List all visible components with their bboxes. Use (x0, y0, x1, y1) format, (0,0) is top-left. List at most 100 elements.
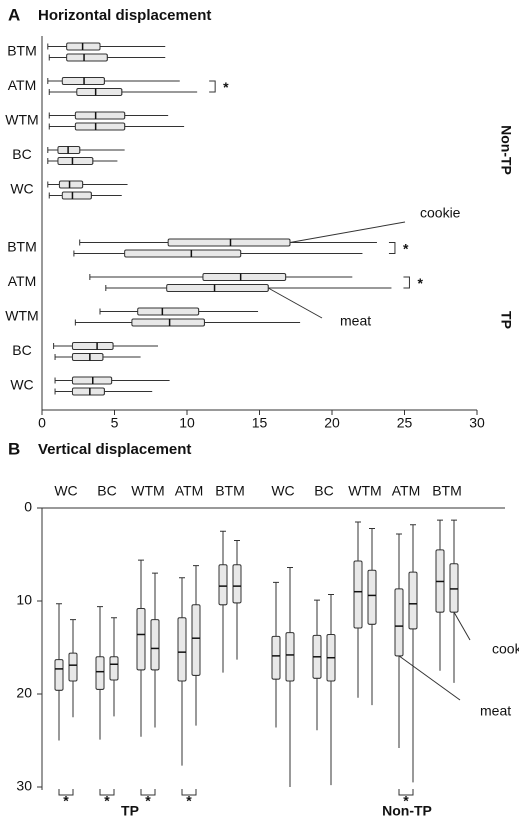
whisker-high (106, 54, 166, 61)
whisker-low (410, 524, 416, 573)
x-tick-label: 20 (324, 415, 340, 431)
group-label: TP (498, 311, 514, 329)
category-label: WC (10, 377, 33, 393)
whisker-high (121, 89, 198, 95)
whisker-high (328, 680, 334, 786)
box (449, 563, 459, 613)
category-label: WTM (5, 308, 38, 324)
box (57, 157, 94, 165)
sig-star: * (145, 793, 151, 809)
whisker-low (451, 519, 457, 564)
whisker-low (47, 147, 58, 153)
whisker-low (152, 572, 158, 620)
box (58, 180, 84, 189)
sig-bracket (58, 789, 74, 796)
whisker-high (111, 679, 117, 717)
category-label: WC (54, 483, 77, 499)
sig-star: * (104, 793, 110, 809)
y-tick-label: 30 (16, 778, 32, 794)
whisker-high (267, 285, 392, 291)
whisker-high (92, 158, 118, 164)
x-tick-label: 10 (179, 415, 195, 431)
sig-star: * (403, 241, 409, 257)
whisker-high (138, 669, 144, 737)
whisker-low (73, 250, 125, 257)
group-label: Non-TP (498, 125, 514, 175)
whisker-low (56, 603, 62, 660)
whisker-low (105, 285, 167, 291)
category-label: WTM (348, 483, 381, 499)
whisker-high (124, 123, 185, 130)
category-label: BTM (7, 239, 37, 255)
whisker-low (48, 112, 76, 119)
whisker-high (220, 604, 226, 673)
category-label: ATM (8, 273, 37, 289)
category-label: BC (12, 342, 31, 358)
box (150, 619, 160, 671)
whisker-low (138, 559, 144, 609)
whisker-low (70, 619, 76, 654)
whisker-high (82, 181, 128, 188)
whisker-low (220, 530, 226, 565)
sig-bracket (209, 80, 216, 93)
category-label: WTM (131, 483, 164, 499)
whisker-high (102, 354, 141, 360)
box (136, 607, 146, 671)
x-tick-label: 30 (469, 415, 485, 431)
whisker-low (54, 354, 73, 360)
y-tick-label: 10 (16, 592, 32, 608)
category-label: BC (97, 483, 116, 499)
box (271, 635, 281, 680)
whisker-low (54, 377, 73, 384)
whisker-high (111, 377, 170, 384)
x-tick-label: 25 (397, 415, 413, 431)
box (167, 238, 291, 247)
whisker-high (90, 192, 122, 199)
whisker-low (47, 78, 63, 84)
box (68, 652, 78, 682)
whisker-low (437, 519, 443, 550)
whisker-high (103, 388, 153, 395)
category-label: BC (314, 483, 333, 499)
whisker-high (355, 627, 361, 698)
x-tick-label: 15 (252, 415, 268, 431)
whisker-low (355, 521, 361, 562)
whisker-high (273, 678, 279, 728)
box (124, 249, 242, 258)
category-label: BTM (432, 483, 462, 499)
box (202, 273, 287, 281)
whisker-high (410, 628, 416, 783)
whisker-high (198, 308, 259, 315)
panel-title: Horizontal displacement (38, 7, 211, 24)
whisker-low (48, 192, 63, 199)
y-tick-label: 20 (16, 685, 32, 701)
whisker-high (314, 677, 320, 731)
whisker-high (193, 674, 199, 726)
whisker-low (79, 239, 169, 246)
whisker-low (48, 54, 67, 61)
series-label: meat (340, 313, 371, 329)
whisker-high (79, 147, 125, 153)
whisker-high (285, 274, 353, 280)
category-label: BTM (7, 43, 37, 59)
sig-bracket (140, 789, 156, 796)
whisker-high (97, 688, 103, 740)
box (71, 342, 114, 350)
whisker-low (47, 158, 58, 164)
box (218, 564, 228, 606)
box (76, 88, 123, 96)
whisker-high (56, 689, 62, 741)
sig-star: * (403, 793, 409, 809)
sig-star: * (223, 79, 229, 95)
group-label: Non-TP (382, 803, 432, 819)
box (54, 659, 64, 691)
callout-line (267, 287, 323, 319)
sig-star: * (186, 793, 192, 809)
box (137, 307, 200, 316)
whisker-high (112, 343, 158, 349)
box (285, 632, 295, 682)
category-label: WTM (5, 112, 38, 128)
sig-star: * (63, 793, 69, 809)
box (61, 191, 92, 200)
